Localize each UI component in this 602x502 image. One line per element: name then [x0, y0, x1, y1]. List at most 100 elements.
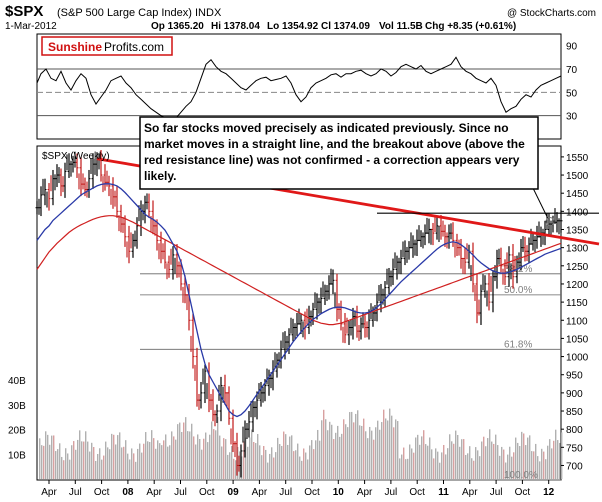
volume-bar [409, 444, 411, 479]
volume-bar [453, 443, 455, 479]
volume-bar [403, 447, 405, 479]
volume-bar [107, 447, 109, 479]
ma200-line [36, 215, 562, 326]
volume-bar [437, 451, 439, 479]
volume-bar [535, 443, 537, 479]
ma50-line [36, 183, 562, 418]
volume-bar [419, 444, 421, 479]
volume-bar [265, 449, 267, 479]
x-tick-label: Jul [385, 487, 398, 498]
volume-bar [333, 439, 335, 479]
volume-bar [559, 442, 561, 479]
volume-bar [185, 417, 187, 479]
volume-bar [345, 424, 347, 479]
volume-bar [351, 411, 353, 479]
volume-bar [411, 448, 413, 479]
x-tick-label: 12 [543, 487, 555, 498]
volume-bar [41, 445, 43, 479]
volume-bar [495, 434, 497, 479]
volume-bar [515, 437, 517, 479]
volume-bar [241, 456, 243, 479]
chart-title: (S&P 500 Large Cap Index) INDX [57, 7, 222, 19]
volume-bar [367, 438, 369, 479]
volume-bar [331, 424, 333, 479]
volume-bar [135, 461, 137, 479]
volume-bar [441, 452, 443, 479]
price-tick-label: 1000 [566, 353, 589, 364]
volume-bar [235, 460, 237, 479]
volume-bar [427, 445, 429, 479]
volume-bar [201, 449, 203, 479]
price-tick-label: 950 [566, 371, 583, 382]
volume-bar [209, 434, 211, 479]
volume-bar [369, 426, 371, 479]
x-tick-label: Jul [490, 487, 503, 498]
volume-bar [197, 434, 199, 479]
volume-bar [391, 415, 393, 479]
volume-bar [389, 408, 391, 479]
volume-bar [343, 419, 345, 479]
volume-bar [61, 456, 63, 479]
volume-bar [463, 439, 465, 479]
x-axis: Apr Jul Oct 08 Apr Jul Oct 09 Apr Jul Oct 10 Apr Jul O… [41, 480, 555, 498]
volume-bar [347, 427, 349, 479]
chart-symbol: $SPX [5, 3, 43, 20]
volume-bar [371, 430, 373, 479]
volume-bar [501, 446, 503, 479]
volume-bar [129, 459, 131, 479]
volume-bar [149, 441, 151, 479]
volume-bar [65, 448, 67, 479]
rsi-tick-label: 50 [566, 88, 578, 99]
volume-bar [509, 446, 511, 479]
volume-bar [289, 436, 291, 479]
volume-bar [51, 435, 53, 479]
volume-bar [487, 438, 489, 479]
volume-bar [307, 459, 309, 479]
volume-bar [309, 445, 311, 479]
volume-bar [327, 430, 329, 479]
volume-bar [415, 437, 417, 479]
volume-tick-label: 40B [8, 376, 26, 387]
volume-bar [57, 449, 59, 479]
volume-bar [393, 427, 395, 479]
volume-bar [251, 429, 253, 479]
volume-bar [443, 444, 445, 479]
volume-bar [95, 460, 97, 479]
volume-bar [375, 427, 377, 479]
volume-bar [387, 420, 389, 479]
annotation-box [139, 116, 539, 190]
volume-bar [413, 452, 415, 479]
x-tick-label: 08 [122, 487, 134, 498]
volume-bar [467, 453, 469, 479]
volume-bar [199, 438, 201, 479]
volume-bar [527, 437, 529, 479]
volume-bar [397, 421, 399, 479]
volume-bar [557, 440, 559, 479]
volume-bar [461, 439, 463, 479]
volume-bar [193, 436, 195, 479]
volume-bar [283, 431, 285, 479]
volume-bar [281, 445, 283, 479]
volume-bar [293, 451, 295, 479]
fib-label: 50.0% [504, 285, 532, 296]
price-tick-label: 1100 [566, 316, 588, 327]
volume-bar [421, 436, 423, 479]
volume-bar [253, 441, 255, 479]
volume-bar [99, 448, 101, 479]
volume-bar [223, 438, 225, 479]
volume-bar [361, 425, 363, 479]
volume-bar [225, 439, 227, 479]
x-tick-label: Apr [41, 487, 57, 498]
volume-bar [379, 429, 381, 479]
price-tick-label: 1200 [566, 280, 589, 291]
volume-bar [545, 459, 547, 479]
x-tick-label: Oct [94, 487, 110, 498]
price-tick-label: 800 [566, 425, 583, 436]
volume-bar [489, 429, 491, 479]
volume-bar [555, 429, 557, 479]
x-tick-label: Oct [304, 487, 320, 498]
volume-bar [549, 439, 551, 479]
volume-bar [455, 430, 457, 479]
volume-bar [203, 438, 205, 479]
volume-bar [385, 418, 387, 479]
